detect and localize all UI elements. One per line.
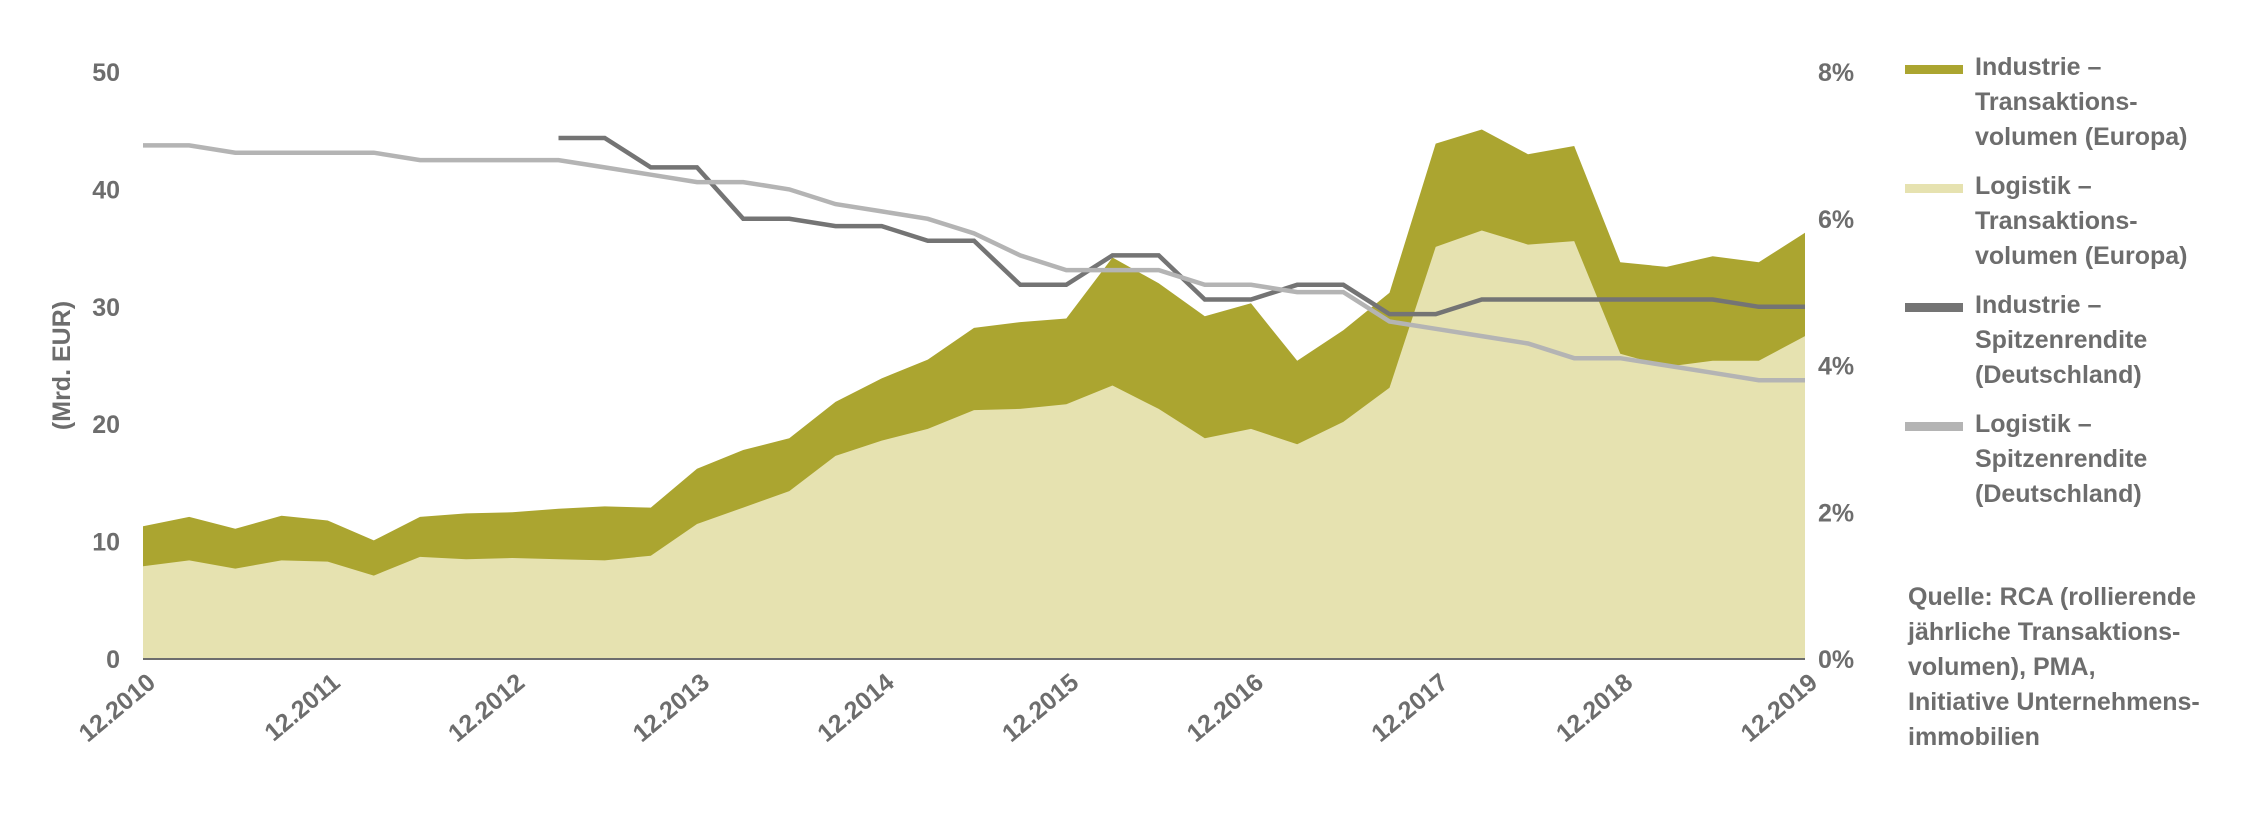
legend-swatch bbox=[1905, 184, 1963, 193]
legend-item: Logistik – Spitzenrendite (Deutschland) bbox=[1905, 407, 2245, 512]
y2-tick-label: 6% bbox=[1818, 206, 1854, 234]
x-tick-label: 12.2010 bbox=[74, 668, 161, 748]
x-tick-label: 12.2016 bbox=[1182, 668, 1269, 748]
source-line: Quelle: RCA (rollierende bbox=[1908, 583, 2197, 611]
legend-label: Spitzenrendite bbox=[1975, 445, 2148, 473]
legend-swatch bbox=[1905, 303, 1963, 312]
x-tick-label: 12.2019 bbox=[1736, 668, 1823, 748]
x-tick-label: 12.2018 bbox=[1551, 668, 1638, 748]
legend-item: Industrie – Transaktions-volumen (Europa) bbox=[1905, 50, 2245, 155]
legend-label: Transaktions- bbox=[1975, 88, 2138, 116]
x-tick-label: 12.2014 bbox=[812, 668, 899, 748]
source-line: Initiative Unternehmens- bbox=[1908, 688, 2200, 716]
y2-tick-label: 0% bbox=[1818, 646, 1854, 674]
legend-item: Industrie – Spitzenrendite (Deutschland) bbox=[1905, 288, 2245, 393]
y-tick-label: 0 bbox=[106, 646, 120, 674]
source-line: volumen), PMA, bbox=[1908, 653, 2096, 681]
x-tick-label: 12.2013 bbox=[628, 668, 715, 748]
x-tick-label: 12.2011 bbox=[259, 668, 345, 747]
source-line: immobilien bbox=[1908, 723, 2040, 751]
legend-label: volumen (Europa) bbox=[1975, 242, 2188, 270]
legend-label: volumen (Europa) bbox=[1975, 123, 2188, 151]
area-layer bbox=[143, 129, 1805, 659]
x-tick-label: 12.2015 bbox=[997, 668, 1084, 748]
legend: Industrie – Transaktions-volumen (Europa)… bbox=[1905, 50, 2245, 526]
y-tick-label: 50 bbox=[92, 59, 120, 87]
area-logistik-transaktionsvolumen-europa bbox=[143, 230, 1805, 659]
legend-label: Industrie – bbox=[1975, 53, 2102, 81]
line-layer bbox=[143, 135, 1805, 383]
y-axis-label: (Mrd. EUR) bbox=[48, 301, 76, 430]
y-tick-label: 20 bbox=[92, 411, 120, 439]
y2-tick-label: 8% bbox=[1818, 59, 1854, 87]
legend-label: (Deutschland) bbox=[1975, 361, 2142, 389]
legend-label: Logistik – bbox=[1975, 410, 2092, 438]
legend-item: Logistik – Transaktions-volumen (Europa) bbox=[1905, 169, 2245, 274]
legend-label: Logistik – bbox=[1975, 172, 2092, 200]
y-tick-label: 10 bbox=[92, 529, 120, 557]
y-tick-label: 40 bbox=[92, 176, 120, 204]
source-line: jährliche Transaktions- bbox=[1908, 618, 2181, 646]
x-tick-label: 12.2012 bbox=[443, 668, 530, 748]
chart: 0 10 20 30 40 50 0% 2% 4% 6% 8% (Mrd. EUR) 12.2010 12… bbox=[48, 59, 1854, 748]
legend-label: Industrie – bbox=[1975, 291, 2102, 319]
legend-label: Spitzenrendite bbox=[1975, 326, 2148, 354]
line-logistik-spitzenrendite-deutschland bbox=[143, 143, 1805, 383]
y2-tick-label: 4% bbox=[1818, 353, 1854, 381]
y-tick-label: 30 bbox=[92, 294, 120, 322]
y2-tick-label: 2% bbox=[1818, 499, 1854, 527]
legend-swatch bbox=[1905, 65, 1963, 74]
legend-swatch bbox=[1905, 422, 1963, 431]
legend-label: Transaktions- bbox=[1975, 207, 2138, 235]
source-note: Quelle: RCA (rollierende jährliche Transa… bbox=[1908, 580, 2248, 755]
x-tick-label: 12.2017 bbox=[1366, 668, 1453, 748]
legend-label: (Deutschland) bbox=[1975, 480, 2142, 508]
